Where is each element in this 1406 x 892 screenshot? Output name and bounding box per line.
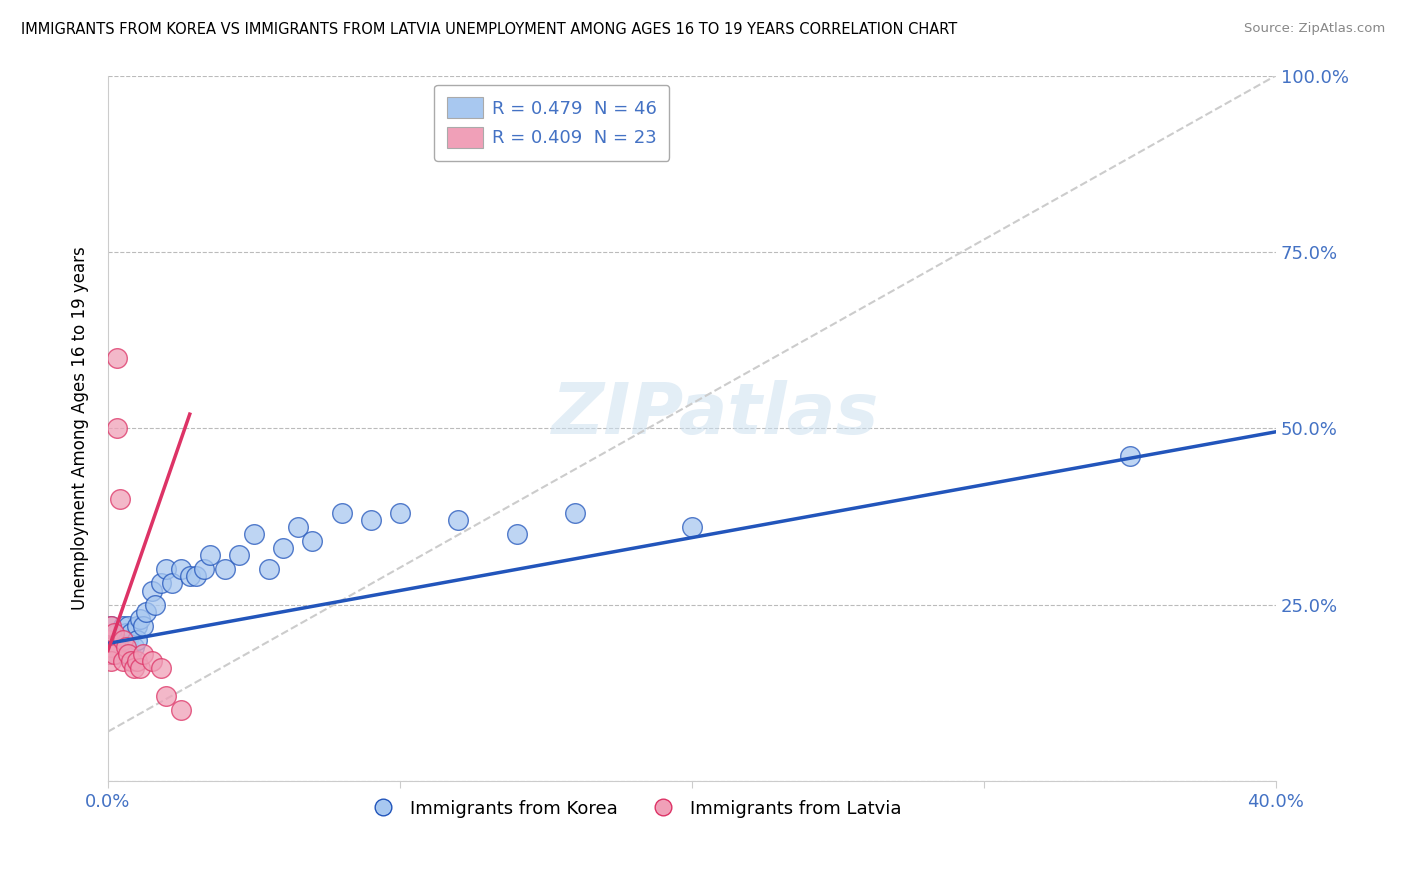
Point bbox=[100, 619, 122, 633]
Point bbox=[103, 625, 125, 640]
Point bbox=[301, 534, 323, 549]
Point bbox=[100, 619, 122, 633]
Point bbox=[105, 647, 128, 661]
Point bbox=[132, 619, 155, 633]
Point bbox=[129, 661, 152, 675]
Point bbox=[155, 562, 177, 576]
Text: IMMIGRANTS FROM KOREA VS IMMIGRANTS FROM LATVIA UNEMPLOYMENT AMONG AGES 16 TO 19: IMMIGRANTS FROM KOREA VS IMMIGRANTS FROM… bbox=[21, 22, 957, 37]
Point bbox=[122, 661, 145, 675]
Point bbox=[214, 562, 236, 576]
Point bbox=[141, 583, 163, 598]
Point bbox=[108, 491, 131, 506]
Point bbox=[132, 647, 155, 661]
Point bbox=[100, 640, 122, 654]
Point bbox=[149, 576, 172, 591]
Point bbox=[105, 625, 128, 640]
Point bbox=[193, 562, 215, 576]
Point bbox=[117, 619, 139, 633]
Point bbox=[127, 654, 149, 668]
Point bbox=[170, 562, 193, 576]
Point bbox=[287, 520, 309, 534]
Point bbox=[97, 647, 120, 661]
Point bbox=[114, 640, 136, 654]
Point bbox=[257, 562, 280, 576]
Point bbox=[97, 647, 120, 661]
Point bbox=[120, 647, 142, 661]
Point bbox=[160, 576, 183, 591]
Point bbox=[114, 647, 136, 661]
Point bbox=[127, 619, 149, 633]
Point bbox=[120, 654, 142, 668]
Point bbox=[564, 506, 586, 520]
Point bbox=[108, 632, 131, 647]
Point bbox=[681, 520, 703, 534]
Point bbox=[111, 654, 134, 668]
Point bbox=[243, 527, 266, 541]
Point bbox=[228, 548, 250, 562]
Point bbox=[271, 541, 294, 556]
Point bbox=[111, 632, 134, 647]
Point bbox=[105, 351, 128, 365]
Point bbox=[155, 690, 177, 704]
Point bbox=[129, 612, 152, 626]
Point bbox=[360, 513, 382, 527]
Point bbox=[117, 647, 139, 661]
Point bbox=[111, 640, 134, 654]
Point bbox=[103, 647, 125, 661]
Text: Source: ZipAtlas.com: Source: ZipAtlas.com bbox=[1244, 22, 1385, 36]
Point bbox=[120, 625, 142, 640]
Point bbox=[114, 625, 136, 640]
Point bbox=[388, 506, 411, 520]
Point bbox=[100, 654, 122, 668]
Point bbox=[170, 703, 193, 717]
Point bbox=[105, 421, 128, 435]
Point bbox=[100, 632, 122, 647]
Point bbox=[149, 661, 172, 675]
Point bbox=[141, 654, 163, 668]
Point bbox=[127, 632, 149, 647]
Point bbox=[143, 598, 166, 612]
Point bbox=[103, 640, 125, 654]
Point bbox=[122, 640, 145, 654]
Point bbox=[330, 506, 353, 520]
Legend: Immigrants from Korea, Immigrants from Latvia: Immigrants from Korea, Immigrants from L… bbox=[359, 792, 910, 825]
Point bbox=[1119, 450, 1142, 464]
Point bbox=[198, 548, 221, 562]
Text: ZIPatlas: ZIPatlas bbox=[551, 380, 879, 449]
Point bbox=[179, 569, 201, 583]
Point bbox=[506, 527, 529, 541]
Point bbox=[447, 513, 470, 527]
Point bbox=[97, 632, 120, 647]
Point bbox=[117, 632, 139, 647]
Y-axis label: Unemployment Among Ages 16 to 19 years: Unemployment Among Ages 16 to 19 years bbox=[72, 246, 89, 610]
Point bbox=[135, 605, 157, 619]
Point bbox=[184, 569, 207, 583]
Point bbox=[111, 619, 134, 633]
